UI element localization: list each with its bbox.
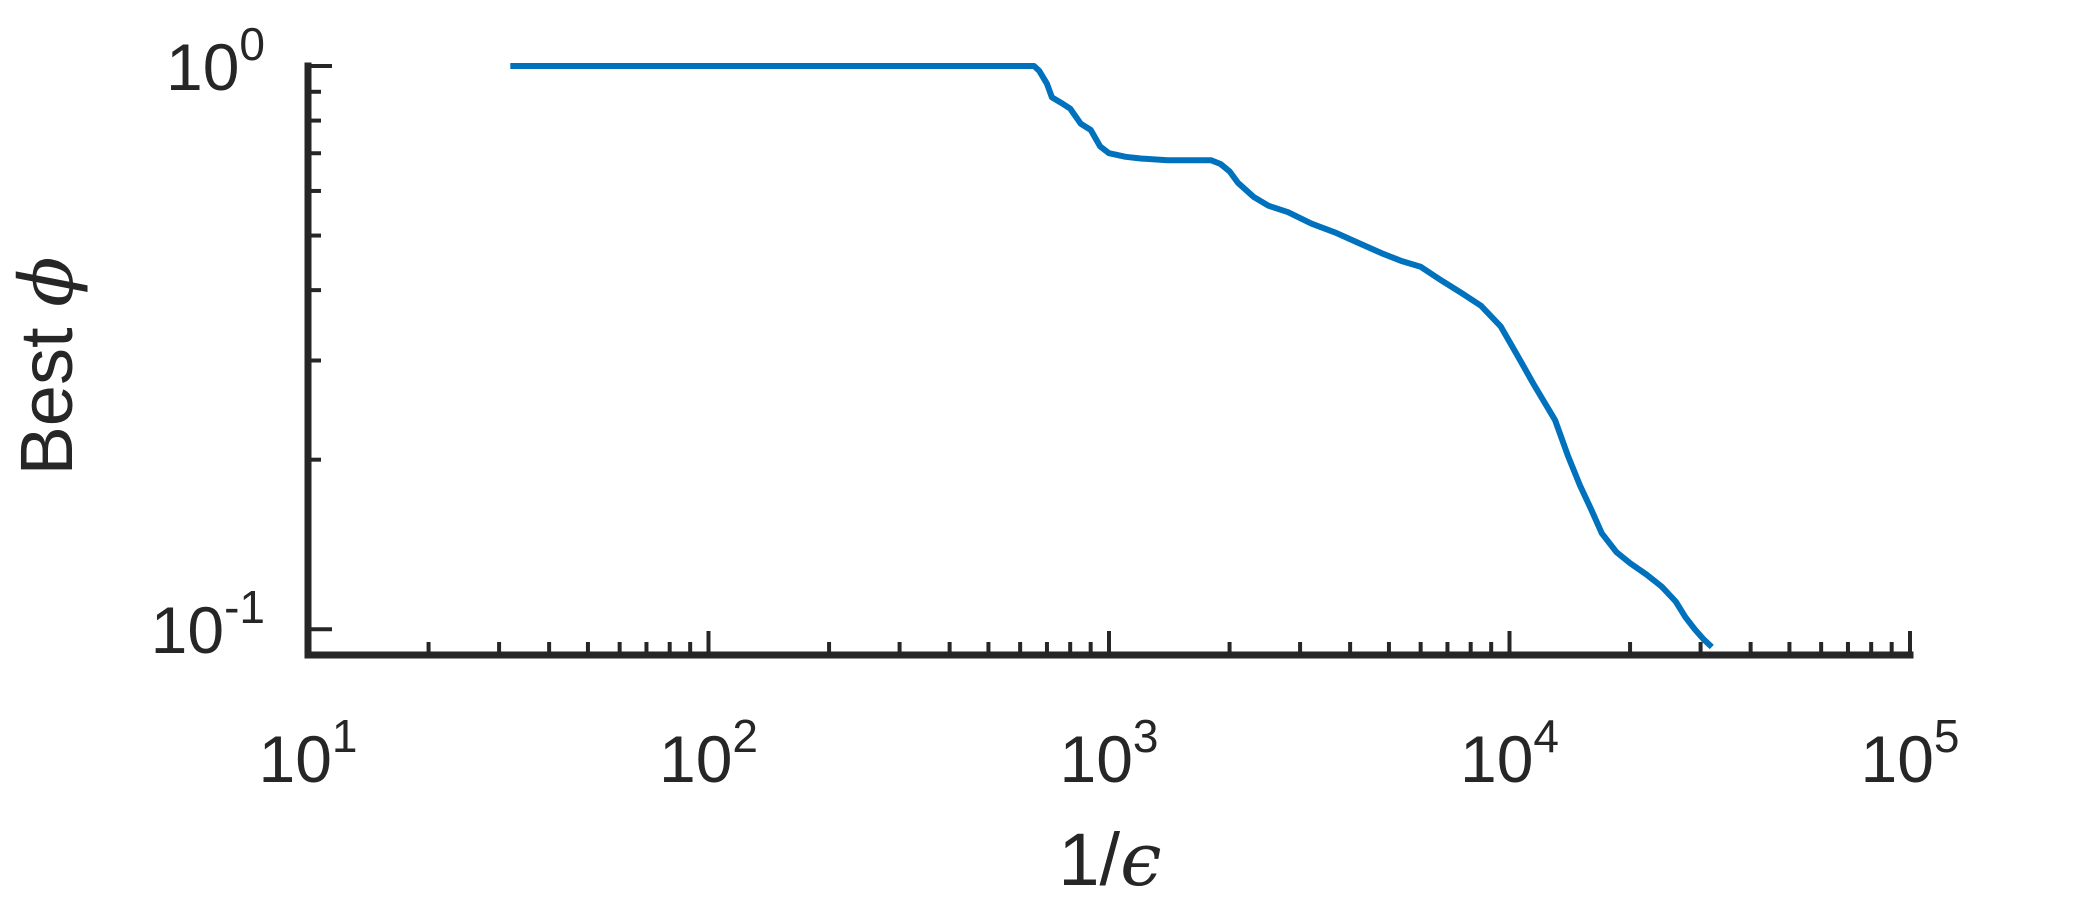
x-axis-label: 1/ϵ (1058, 817, 1161, 900)
axes (304, 62, 1914, 659)
x-tick-label: 105 (1860, 710, 1959, 796)
series-line-0 (510, 63, 1714, 650)
x-tick-label: 104 (1460, 710, 1559, 796)
x-tick-label: 102 (659, 710, 758, 796)
y-tick-label: 10-1 (151, 581, 265, 667)
y-tick-label: 100 (166, 18, 265, 104)
x-tick-label: 101 (258, 710, 357, 796)
y-tick-labels: 100 10-1 (151, 18, 265, 667)
x-tick-labels: 101 102 103 104 105 (258, 710, 1959, 796)
y-axis-label: Best ϕ (4, 256, 90, 475)
x-tick-label: 103 (1059, 710, 1158, 796)
plot-area (510, 63, 1714, 650)
